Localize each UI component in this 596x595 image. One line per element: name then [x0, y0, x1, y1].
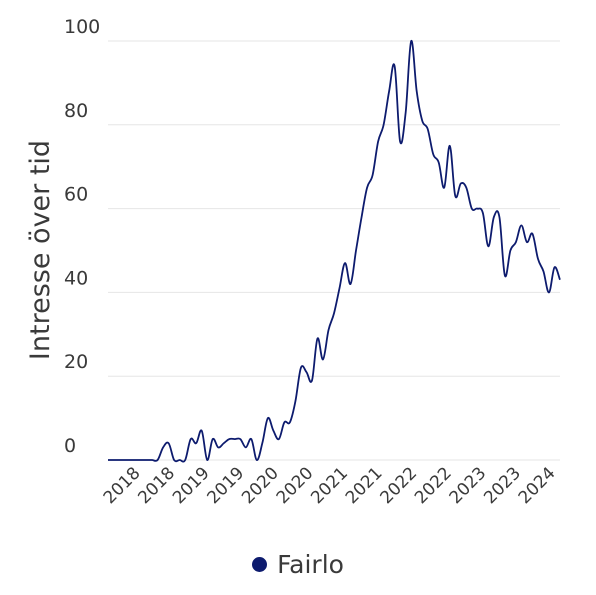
x-tick-label: 2022 [376, 463, 421, 508]
x-tick-label: 2019 [204, 463, 249, 508]
plot-area [107, 40, 561, 463]
y-axis-ticks: 0 20 40 60 80 100 [64, 16, 100, 457]
y-axis-label: Intresse över tid [25, 140, 56, 360]
y-tick-label: 0 [64, 435, 76, 457]
x-tick-label: 2020 [238, 463, 283, 508]
x-tick-label: 2022 [411, 463, 456, 508]
legend-label: Fairlo [277, 550, 344, 579]
x-tick-label: 2024 [515, 463, 560, 508]
x-axis-ticks: 2018201820192019202020202021202120222022… [100, 463, 560, 508]
legend-marker [252, 556, 268, 572]
legend: Fairlo [0, 550, 596, 579]
x-tick-label: 2023 [480, 463, 525, 508]
y-tick-label: 80 [64, 100, 88, 122]
x-tick-label: 2021 [342, 463, 387, 508]
x-tick-label: 2023 [446, 463, 491, 508]
y-tick-label: 60 [64, 184, 88, 206]
y-tick-label: 40 [64, 267, 88, 289]
x-tick-label: 2019 [169, 463, 214, 508]
y-tick-label: 100 [64, 16, 100, 38]
x-tick-label: 2020 [273, 463, 318, 508]
y-tick-label: 20 [64, 351, 88, 373]
x-tick-label: 2018 [100, 463, 145, 508]
x-tick-label: 2018 [134, 463, 179, 508]
series-line-0 [107, 40, 561, 463]
grid-lines [108, 40, 560, 461]
x-tick-label: 2021 [307, 463, 352, 508]
